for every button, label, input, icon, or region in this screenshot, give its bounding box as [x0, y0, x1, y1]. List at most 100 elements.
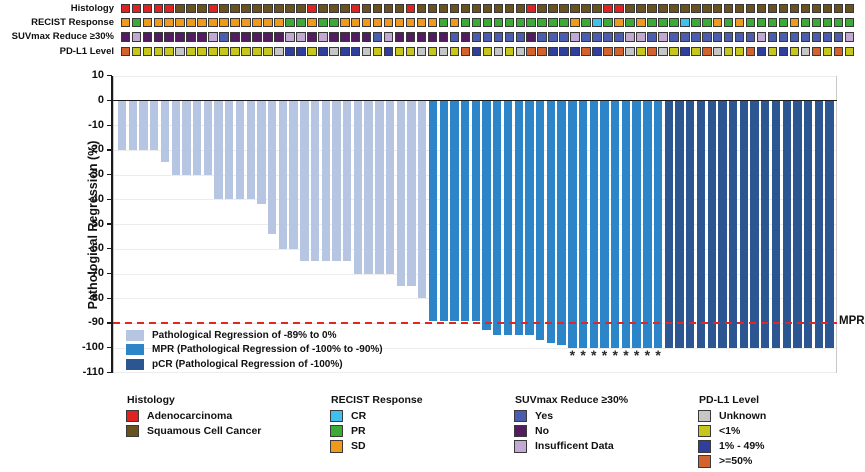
- track-cell-suv: [263, 32, 273, 42]
- track-cell-pdl1: [427, 46, 438, 57]
- legend-item-label: Yes: [535, 409, 554, 422]
- track-cell-pdl1: [120, 46, 131, 57]
- track-cell-pdl1: [449, 46, 460, 57]
- bar: [557, 101, 566, 346]
- track-cell-histology: [702, 3, 712, 13]
- track-cell-suv: [800, 32, 811, 42]
- asterisk-marker: *: [644, 346, 651, 363]
- y-axis-tick: [107, 297, 112, 299]
- track-cell-histology: [350, 3, 361, 13]
- track-cell-recist: [712, 17, 723, 28]
- track-cell-pdl1: [625, 46, 635, 57]
- track-cell-histology: [680, 3, 690, 13]
- track-cell-histology: [208, 3, 218, 13]
- y-axis-tick-label: -30: [88, 168, 104, 181]
- track-cell-suv: [570, 32, 580, 42]
- track-cell-pdl1: [416, 46, 427, 57]
- track-cell-suv: [658, 32, 668, 42]
- track-cell-histology: [658, 3, 668, 13]
- legend-swatch: [514, 440, 527, 453]
- track-cell-recist: [734, 17, 745, 28]
- legend-item-label: >=50%: [719, 455, 753, 468]
- track-cell-histology: [822, 3, 833, 13]
- bar: [728, 101, 738, 348]
- track-cell-pdl1: [318, 46, 328, 57]
- track-cell-histology: [745, 3, 756, 13]
- track-cell-histology: [164, 3, 174, 13]
- bar: [375, 101, 384, 274]
- track-cell-suv: [285, 32, 295, 42]
- y-axis-tick-label: -110: [82, 365, 104, 378]
- track-cell-pdl1: [537, 46, 547, 57]
- track-cell-suv: [844, 32, 855, 42]
- track-cell-histology: [460, 3, 471, 13]
- track-cell-histology: [581, 3, 591, 13]
- track-cell-histology: [285, 3, 295, 13]
- track-cell-histology: [296, 3, 306, 13]
- track-cell-pdl1: [274, 46, 284, 57]
- plot-legend-swatch: [126, 329, 144, 341]
- track-cell-suv: [833, 32, 844, 42]
- track-cell-histology: [636, 3, 646, 13]
- bar: [632, 101, 641, 348]
- bar: [225, 101, 234, 200]
- track-cell-pdl1: [175, 46, 185, 57]
- bar: [503, 101, 513, 336]
- track-cell-histology: [603, 3, 613, 13]
- track-cell-recist: [658, 17, 668, 28]
- track-cell-recist: [745, 17, 756, 28]
- track-cell-recist: [647, 17, 657, 28]
- zero-baseline: [113, 99, 837, 102]
- track-cell-pdl1: [636, 46, 646, 57]
- bar: [739, 101, 749, 348]
- track-cell-suv: [318, 32, 328, 42]
- track-cell-pdl1: [767, 46, 778, 57]
- track-cell-histology: [482, 3, 493, 13]
- track-cell-recist: [844, 17, 855, 28]
- y-axis-tick-label: -100: [81, 341, 104, 354]
- track-cell-recist: [372, 17, 383, 28]
- track-cell-pdl1: [789, 46, 800, 57]
- bar: [578, 101, 588, 348]
- legend-item-label: SD: [351, 440, 366, 453]
- plot-legend-swatch: [126, 359, 144, 371]
- track-cell-suv: [427, 32, 438, 42]
- track-cell-suv: [647, 32, 657, 42]
- bar: [418, 101, 427, 299]
- y-axis-tick: [107, 149, 112, 151]
- track-cell-pdl1: [153, 46, 163, 57]
- track-cell-histology: [526, 3, 536, 13]
- track-cell-pdl1: [811, 46, 822, 57]
- track-cell-recist: [625, 17, 635, 28]
- track-cell-suv: [493, 32, 504, 42]
- bar: [257, 101, 266, 205]
- legend-swatch: [330, 409, 343, 422]
- track-cell-pdl1: [230, 46, 240, 57]
- track-cell-histology: [241, 3, 251, 13]
- bar: [246, 101, 255, 200]
- bar: [171, 101, 180, 175]
- track-cell-histology: [537, 3, 547, 13]
- track-cell-pdl1: [614, 46, 624, 57]
- track-cell-pdl1: [197, 46, 207, 57]
- track-cell-recist: [756, 17, 767, 28]
- legend-swatch: [126, 409, 139, 422]
- y-axis-tick-label: -80: [88, 291, 104, 304]
- y-axis-tick: [107, 99, 112, 102]
- asterisk-marker: *: [633, 346, 640, 363]
- asterisk-marker: *: [612, 346, 618, 363]
- track-cell-histology: [219, 3, 229, 13]
- track-cell-suv: [636, 32, 646, 42]
- track-cell-suv: [526, 32, 536, 42]
- bar: [353, 101, 363, 274]
- bar: [525, 101, 534, 336]
- track-cell-suv: [778, 32, 789, 42]
- track-cell-pdl1: [504, 46, 515, 57]
- legend-item-label: CR: [351, 409, 367, 422]
- asterisk-marker: *: [580, 346, 586, 363]
- track-cell-suv: [350, 32, 361, 42]
- track-cell-recist: [318, 17, 328, 28]
- track-cell-histology: [844, 3, 855, 13]
- track-cell-suv: [734, 32, 745, 42]
- track-cell-histology: [734, 3, 745, 13]
